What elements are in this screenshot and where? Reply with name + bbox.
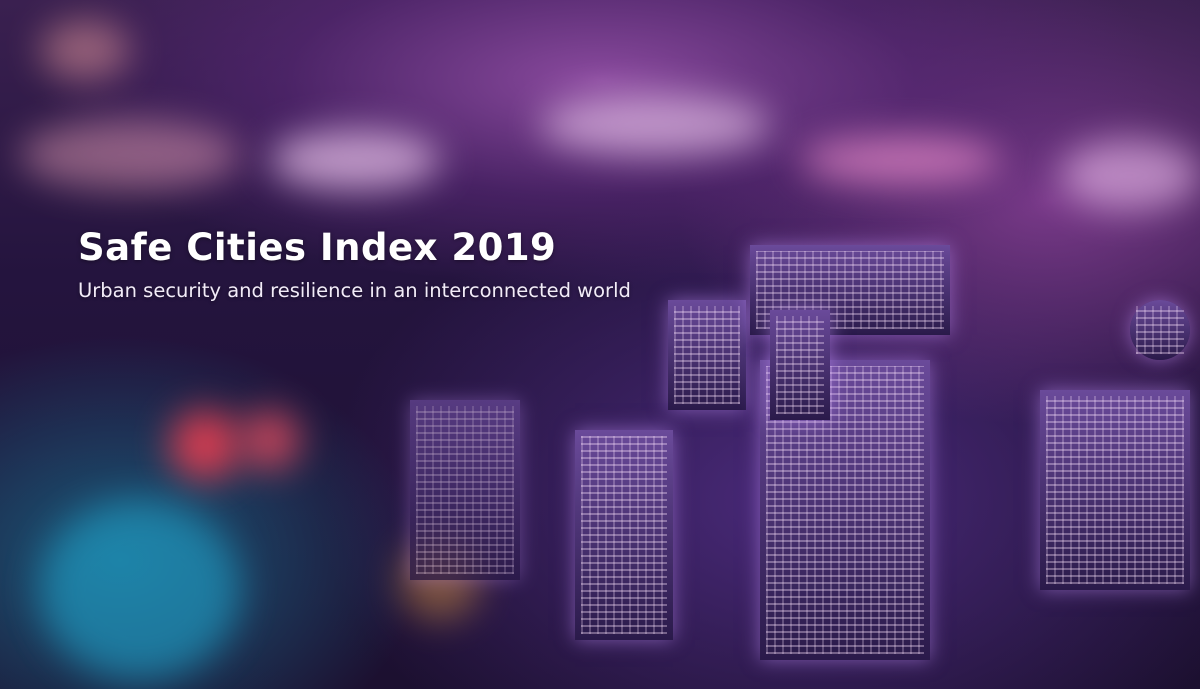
bokeh-light [20,120,240,190]
cover-title: Safe Cities Index 2019 [78,226,557,269]
bokeh-light [40,20,130,80]
bokeh-light [1060,140,1200,210]
bokeh-light [270,130,440,190]
bokeh-light [800,135,1000,185]
cover-title-block: Safe Cities Index 2019 Urban security an… [78,226,631,302]
bokeh-light [40,500,240,680]
building [410,400,520,580]
tower [1130,300,1190,360]
building [575,430,673,640]
building [1040,390,1190,590]
bokeh-light [170,410,240,480]
bokeh-light [540,95,770,155]
bokeh-light [240,410,300,470]
cover-subtitle: Urban security and resilience in an inte… [78,279,631,302]
building [760,360,930,660]
building [668,300,746,410]
building [750,245,950,335]
building [770,310,830,420]
